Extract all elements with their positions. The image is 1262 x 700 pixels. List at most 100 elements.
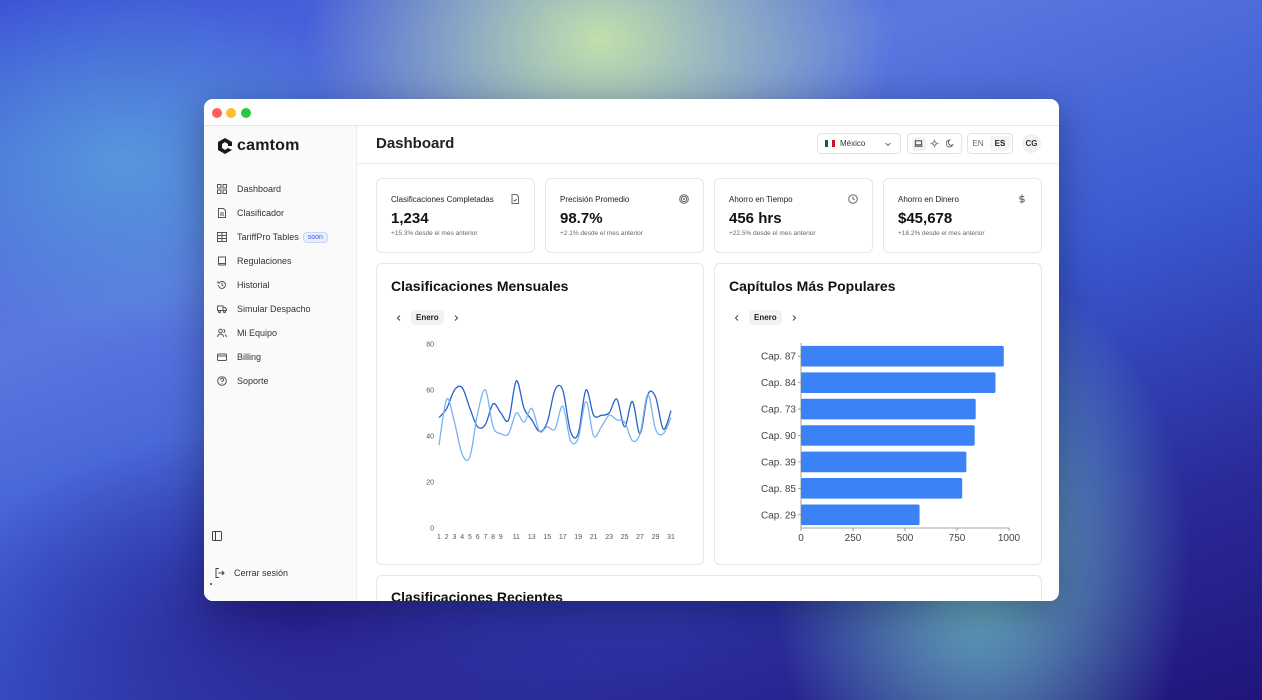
bar bbox=[801, 398, 976, 420]
stat-label: Precisión Promedio bbox=[560, 195, 630, 204]
chapters-bar-chart: Cap. 87 Cap. 84 Cap. 73 Cap. 90 Cap. 39 Cap. … bbox=[761, 343, 1021, 544]
sidebar-item-billing[interactable]: Billing bbox=[204, 345, 356, 369]
x-tick-label: 750 bbox=[949, 533, 966, 544]
x-tick-label: 3 bbox=[453, 534, 457, 541]
theme-dark-button[interactable] bbox=[943, 137, 957, 151]
country-select[interactable]: México bbox=[817, 133, 901, 154]
bar bbox=[801, 425, 975, 446]
country-label: México bbox=[840, 139, 866, 148]
x-tick-label: 17 bbox=[559, 534, 567, 541]
category-label: Cap. 73 bbox=[761, 405, 796, 416]
avatar[interactable]: CG bbox=[1022, 134, 1041, 153]
sidebar-item-historial[interactable]: Historial bbox=[204, 273, 356, 297]
header: Dashboard México EN ES bbox=[357, 126, 1059, 164]
users-icon bbox=[217, 328, 227, 338]
x-tick-label: 29 bbox=[652, 534, 660, 541]
bar bbox=[801, 478, 963, 499]
theme-light-button[interactable] bbox=[927, 137, 941, 151]
main-content: Dashboard México EN ES bbox=[357, 126, 1059, 601]
x-tick-label: 4 bbox=[460, 534, 464, 541]
app-window: camtom Dashboard Clasificador TariffPro … bbox=[204, 99, 1059, 601]
mexico-flag-icon bbox=[825, 140, 835, 147]
stat-value: $45,678 bbox=[898, 210, 953, 227]
truck-icon bbox=[217, 305, 227, 314]
sidebar-item-mi-equipo[interactable]: Mi Equipo bbox=[204, 321, 356, 345]
moon-icon bbox=[945, 139, 954, 148]
stat-card-precision: Precisión Promedio 98.7% +2.1% desde el … bbox=[545, 178, 704, 253]
clock-icon bbox=[848, 194, 858, 204]
maximize-window-button[interactable] bbox=[241, 108, 251, 118]
theme-switcher bbox=[907, 133, 962, 154]
logout-label: Cerrar sesión bbox=[234, 568, 289, 578]
sidebar-item-label: Simular Despacho bbox=[237, 304, 311, 314]
x-tick-label: 6 bbox=[476, 534, 480, 541]
category-label: Cap. 87 bbox=[761, 352, 796, 363]
sidebar-item-dashboard[interactable]: Dashboard bbox=[204, 177, 356, 201]
logout-icon bbox=[215, 568, 225, 578]
x-tick-label: 13 bbox=[528, 534, 536, 541]
bar bbox=[801, 504, 920, 526]
x-tick-label: 1 bbox=[437, 534, 441, 541]
monthly-classifications-card: Clasificaciones Mensuales Enero 0 20 40 60 8… bbox=[376, 263, 704, 565]
language-switcher: EN ES bbox=[967, 133, 1013, 154]
chevron-right-icon[interactable] bbox=[452, 314, 460, 322]
document-icon bbox=[218, 208, 226, 218]
page-title: Dashboard bbox=[376, 135, 455, 152]
stat-value: 456 hrs bbox=[729, 210, 782, 227]
logout-button[interactable]: Cerrar sesión bbox=[215, 568, 288, 578]
month-label[interactable]: Enero bbox=[749, 310, 782, 325]
category-label: Cap. 90 bbox=[761, 431, 796, 442]
chevron-left-icon[interactable] bbox=[395, 314, 403, 322]
x-tick-label: 15 bbox=[543, 534, 551, 541]
x-tick-label: 31 bbox=[667, 534, 675, 541]
x-tick-label: 5 bbox=[468, 534, 472, 541]
logo[interactable]: camtom bbox=[217, 137, 300, 155]
x-tick-label: 11 bbox=[513, 534, 520, 541]
theme-system-button[interactable] bbox=[911, 136, 926, 151]
stat-card-time-saved: Ahorro en Tiempo 456 hrs +22.5% desde el… bbox=[714, 178, 873, 253]
popular-chapters-card: Capítulos Más Populares Enero Cap. 87 Cap… bbox=[714, 263, 1042, 565]
help-icon bbox=[217, 376, 227, 386]
month-navigator: Enero bbox=[395, 310, 460, 325]
sidebar-item-label: Historial bbox=[237, 280, 270, 290]
sidebar-item-tariffpro-tables[interactable]: TariffPro Tables soon bbox=[204, 225, 356, 249]
series-line-1 bbox=[438, 380, 672, 439]
chevron-right-icon[interactable] bbox=[790, 314, 798, 322]
x-tick-label: 9 bbox=[499, 534, 503, 541]
sidebar-item-clasificador[interactable]: Clasificador bbox=[204, 201, 356, 225]
sidebar-item-regulaciones[interactable]: Regulaciones bbox=[204, 249, 356, 273]
card-title: Capítulos Más Populares bbox=[729, 278, 896, 294]
window-titlebar bbox=[204, 99, 1059, 126]
history-icon bbox=[217, 280, 226, 289]
sidebar-toggle-icon[interactable] bbox=[212, 531, 222, 541]
month-label[interactable]: Enero bbox=[411, 310, 444, 325]
book-icon bbox=[218, 256, 226, 266]
chevron-left-icon[interactable] bbox=[733, 314, 741, 322]
file-check-icon bbox=[511, 194, 519, 204]
category-label: Cap. 39 bbox=[761, 457, 796, 468]
minimize-window-button[interactable] bbox=[226, 108, 236, 118]
close-window-button[interactable] bbox=[212, 108, 222, 118]
sidebar-item-soporte[interactable]: Soporte bbox=[204, 369, 356, 393]
stat-value: 1,234 bbox=[391, 210, 429, 227]
lang-en-button[interactable]: EN bbox=[972, 139, 984, 148]
x-tick-label: 21 bbox=[590, 534, 598, 541]
lang-es-button[interactable]: ES bbox=[990, 136, 1010, 151]
sidebar-nav: Dashboard Clasificador TariffPro Tables … bbox=[204, 177, 356, 393]
y-tick-label: 80 bbox=[426, 342, 434, 349]
logo-icon bbox=[218, 138, 232, 154]
month-navigator: Enero bbox=[733, 310, 798, 325]
sidebar-item-label: Billing bbox=[237, 352, 262, 362]
bar bbox=[801, 345, 1004, 367]
sidebar-item-label: Clasificador bbox=[237, 208, 285, 218]
x-tick-label: 27 bbox=[636, 534, 644, 541]
category-label: Cap. 85 bbox=[761, 484, 796, 495]
stat-change: +22.5% desde el mes anterior bbox=[729, 230, 816, 237]
x-tick-label: 1000 bbox=[998, 533, 1021, 544]
sidebar-item-simular-despacho[interactable]: Simular Despacho bbox=[204, 297, 356, 321]
x-tick-label: 250 bbox=[845, 533, 862, 544]
stat-change: +15.3% desde el mes anterior bbox=[391, 230, 478, 237]
credit-card-icon bbox=[217, 353, 227, 361]
sun-icon bbox=[930, 139, 939, 148]
